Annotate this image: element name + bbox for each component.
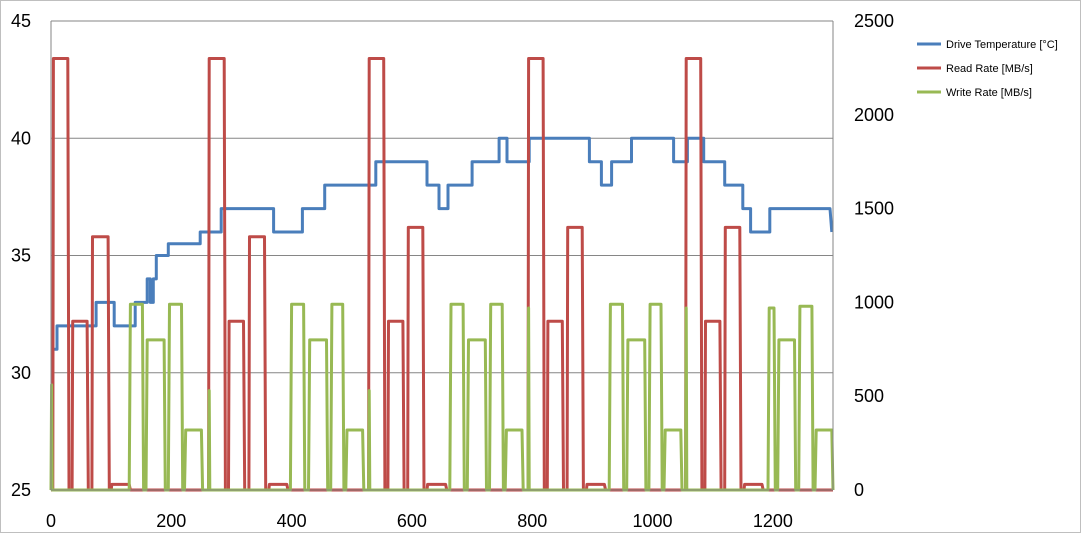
axes xyxy=(50,21,834,491)
x-tick-label: 0 xyxy=(46,511,56,531)
legend-label-0: Drive Temperature [°C] xyxy=(946,39,1058,51)
y-left-tick-label: 25 xyxy=(11,480,31,500)
x-tick-label: 200 xyxy=(156,511,186,531)
y-right-tick-label: 1000 xyxy=(854,292,894,312)
y-right-tick-label: 0 xyxy=(854,480,864,500)
legend-label-1: Read Rate [MB/s] xyxy=(946,63,1033,75)
series-lines xyxy=(49,57,835,492)
x-tick-label: 800 xyxy=(517,511,547,531)
series-line-0 xyxy=(51,136,834,351)
y-right-tick-label: 500 xyxy=(854,386,884,406)
x-tick-label: 1200 xyxy=(753,511,793,531)
y-right-tick-label: 2500 xyxy=(854,11,894,31)
y-left-tick-label: 30 xyxy=(11,363,31,383)
legend-label-2: Write Rate [MB/s] xyxy=(946,87,1032,99)
x-tick-label: 400 xyxy=(277,511,307,531)
tick-labels: 0 200 400 600 800 1000 1200 25 30 35 40 45 0 500 1000 1… xyxy=(11,11,894,531)
y-right-tick-label: 1500 xyxy=(854,199,894,219)
y-left-tick-label: 35 xyxy=(11,246,31,266)
x-tick-label: 600 xyxy=(397,511,427,531)
y-left-tick-label: 45 xyxy=(11,11,31,31)
series-line-2 xyxy=(49,302,835,492)
y-right-tick-label: 2000 xyxy=(854,105,894,125)
y-left-tick-label: 40 xyxy=(11,128,31,148)
x-tick-label: 1000 xyxy=(633,511,673,531)
legend: Drive Temperature [°C] Read Rate [MB/s] Wr… xyxy=(917,39,1058,99)
